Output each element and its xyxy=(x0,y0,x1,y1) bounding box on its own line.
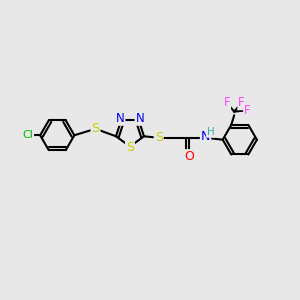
Text: F: F xyxy=(238,96,245,109)
Text: F: F xyxy=(224,96,230,109)
Text: H: H xyxy=(207,127,215,137)
Text: N: N xyxy=(201,130,210,143)
Text: Cl: Cl xyxy=(22,130,33,140)
Text: N: N xyxy=(116,112,124,125)
Text: S: S xyxy=(126,141,134,154)
Text: S: S xyxy=(92,122,100,135)
Text: O: O xyxy=(184,150,194,163)
Text: F: F xyxy=(244,104,251,117)
Text: N: N xyxy=(135,112,144,125)
Text: S: S xyxy=(155,131,163,144)
